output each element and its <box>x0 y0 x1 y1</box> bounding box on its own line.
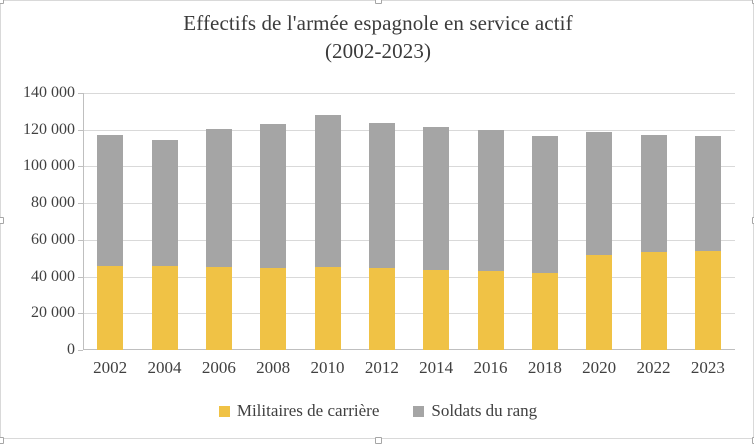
bar-group-2008[interactable] <box>260 124 287 350</box>
bar-group-2002[interactable] <box>97 134 124 350</box>
x-axis-label-2010: 2010 <box>310 358 345 377</box>
gridline-20000 <box>83 313 735 315</box>
bar-segment-militaires-de-carriere-2012[interactable] <box>368 268 395 350</box>
y-axis-tick-100000 <box>78 166 83 168</box>
legend-swatch-militaires-de-carriere <box>218 405 230 417</box>
bar-group-2020[interactable] <box>586 131 613 350</box>
x-axis-line <box>83 349 735 350</box>
y-axis-label-0: 0 <box>67 341 75 358</box>
bar-segment-militaires-de-carriere-2008[interactable] <box>260 267 287 350</box>
x-axis-label-2016: 2016 <box>473 358 508 377</box>
bar-group-2016[interactable] <box>477 130 504 350</box>
y-axis-tick-80000 <box>78 203 83 205</box>
bar-group-2012[interactable] <box>368 123 395 350</box>
gridline-80000 <box>83 203 735 205</box>
legend-item-soldats-du-rang[interactable]: Soldats du rang <box>413 401 537 421</box>
y-axis-label-40000: 40 000 <box>31 267 75 285</box>
y-axis-line <box>83 93 84 350</box>
bar-segment-militaires-de-carriere-2014[interactable] <box>423 270 450 350</box>
x-axis-label-2006: 2006 <box>201 358 236 377</box>
selection-handle-bottom-center[interactable] <box>375 437 382 444</box>
bars-layer[interactable] <box>83 93 735 350</box>
bar-segment-militaires-de-carriere-2004[interactable] <box>151 266 178 350</box>
y-axis-tick-40000 <box>78 276 83 278</box>
gridline-60000 <box>83 239 735 241</box>
bar-segment-soldats-du-rang-2010[interactable] <box>314 114 341 268</box>
bar-segment-soldats-du-rang-2004[interactable] <box>151 139 178 267</box>
y-axis-label-80000: 80 000 <box>31 194 75 212</box>
bar-segment-soldats-du-rang-2002[interactable] <box>97 134 124 266</box>
bar-segment-militaires-de-carriere-2016[interactable] <box>477 270 504 350</box>
bar-segment-militaires-de-carriere-2006[interactable] <box>205 267 232 350</box>
y-axis-label-140000: 140 000 <box>23 84 75 101</box>
legend-label-militaires-de-carriere: Militaires de carrière <box>236 401 380 420</box>
plot-area[interactable] <box>78 93 735 351</box>
y-axis-tick-20000 <box>78 313 83 315</box>
bar-group-2004[interactable] <box>151 139 178 350</box>
x-axis-label-2004: 2004 <box>147 358 182 377</box>
x-axis-label-2023: 2023 <box>690 358 725 377</box>
x-axis-label-2008: 2008 <box>256 358 291 377</box>
gridline-120000 <box>83 129 735 131</box>
legend-swatch-soldats-du-rang <box>413 405 425 417</box>
selection-handle-top-center[interactable] <box>375 0 382 4</box>
y-axis-label-100000: 100 000 <box>23 157 75 175</box>
selection-handle-top-left[interactable] <box>0 0 4 4</box>
chart-title-line-2: (2002-2023) <box>324 39 432 63</box>
y-axis-label-60000: 60 000 <box>31 230 75 248</box>
x-axis-labels[interactable]: 2002 2004 2006 2008 2010 2012 2014 2016 2018 2020… <box>83 357 735 381</box>
bar-group-2010[interactable] <box>314 114 341 350</box>
bar-segment-soldats-du-rang-2020[interactable] <box>586 131 613 255</box>
bar-segment-militaires-de-carriere-2020[interactable] <box>586 254 613 350</box>
gridline-100000 <box>83 166 735 168</box>
gridline-140000 <box>83 93 735 94</box>
chart-title[interactable]: Effectifs de l'armée espagnole en servic… <box>1 9 754 65</box>
bar-segment-militaires-de-carriere-2023[interactable] <box>694 250 721 350</box>
selection-handle-middle-right[interactable] <box>752 217 754 224</box>
bar-segment-militaires-de-carriere-2018[interactable] <box>531 272 558 350</box>
x-axis-label-2014: 2014 <box>419 358 454 377</box>
y-axis-tick-120000 <box>78 129 83 131</box>
bar-group-2023[interactable] <box>694 135 721 350</box>
bar-group-2014[interactable] <box>423 127 450 350</box>
y-axis-tick-60000 <box>78 239 83 241</box>
x-axis-label-2022: 2022 <box>636 358 671 377</box>
bar-group-2022[interactable] <box>640 135 667 350</box>
x-axis-label-2012: 2012 <box>364 358 399 377</box>
bar-segment-soldats-du-rang-2016[interactable] <box>477 130 504 271</box>
selection-handle-bottom-left[interactable] <box>0 437 4 444</box>
bar-segment-militaires-de-carriere-2022[interactable] <box>640 252 667 350</box>
bar-segment-soldats-du-rang-2006[interactable] <box>205 128 232 268</box>
y-axis-label-20000: 20 000 <box>31 304 75 322</box>
legend-label-soldats-du-rang: Soldats du rang <box>431 401 538 420</box>
gridline-40000 <box>83 276 735 278</box>
bar-segment-soldats-du-rang-2012[interactable] <box>368 123 395 269</box>
selection-handle-middle-left[interactable] <box>0 217 4 224</box>
y-axis-tick-0 <box>78 350 83 351</box>
x-axis-label-2020: 2020 <box>582 358 617 377</box>
bar-segment-soldats-du-rang-2014[interactable] <box>423 127 450 271</box>
bar-segment-militaires-de-carriere-2002[interactable] <box>97 265 124 350</box>
bar-segment-soldats-du-rang-2022[interactable] <box>640 135 667 253</box>
y-axis-labels[interactable]: 140 000 120 000 100 000 80 000 60 000 40 000 2… <box>1 85 75 358</box>
selection-handle-top-right[interactable] <box>752 0 754 4</box>
bar-segment-soldats-du-rang-2023[interactable] <box>694 135 721 251</box>
y-axis-label-120000: 120 000 <box>23 120 75 138</box>
chart-legend[interactable]: Militaires de carrière Soldats du rang <box>1 401 754 421</box>
x-axis-label-2002: 2002 <box>93 358 128 377</box>
chart-title-line-1: Effectifs de l'armée espagnole en servic… <box>183 11 573 35</box>
y-axis-tick-140000 <box>78 93 83 94</box>
bar-group-2006[interactable] <box>205 128 232 350</box>
bar-segment-soldats-du-rang-2018[interactable] <box>531 136 558 273</box>
bar-segment-militaires-de-carriere-2010[interactable] <box>314 267 341 350</box>
bar-segment-soldats-du-rang-2008[interactable] <box>260 124 287 268</box>
legend-item-militaires-de-carriere[interactable]: Militaires de carrière <box>218 401 380 421</box>
x-axis-label-2018: 2018 <box>527 358 562 377</box>
bar-group-2018[interactable] <box>531 136 558 350</box>
